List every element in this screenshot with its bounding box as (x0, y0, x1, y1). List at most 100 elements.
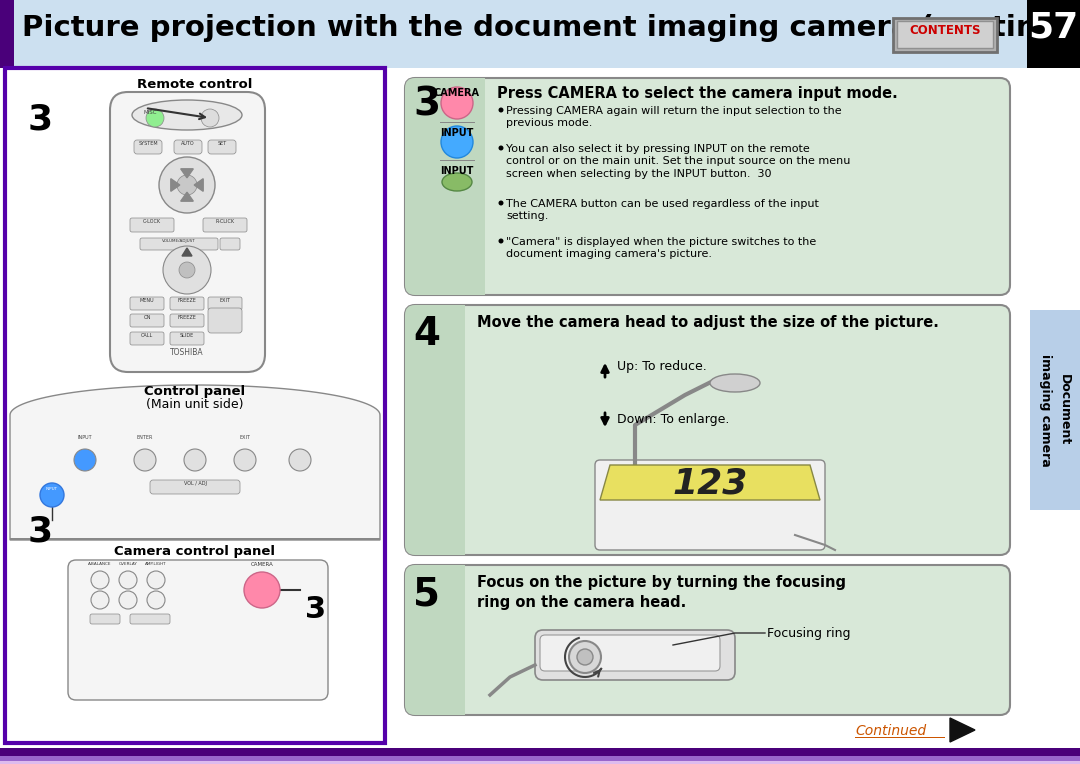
FancyBboxPatch shape (110, 92, 265, 372)
Text: R-CLICK: R-CLICK (215, 219, 234, 224)
Text: 57: 57 (1028, 10, 1078, 44)
Text: 5: 5 (414, 575, 441, 613)
Polygon shape (180, 193, 193, 201)
Bar (0, 761, 1080, 764)
Circle shape (159, 157, 215, 213)
Circle shape (119, 591, 137, 609)
Text: You can also select it by pressing INPUT on the remote
control or on the main un: You can also select it by pressing INPUT… (507, 144, 850, 179)
FancyBboxPatch shape (405, 78, 485, 295)
FancyBboxPatch shape (208, 308, 242, 333)
Circle shape (234, 449, 256, 471)
Circle shape (75, 449, 96, 471)
Ellipse shape (132, 100, 242, 130)
Text: C-LOCK: C-LOCK (143, 219, 161, 224)
Text: SYSTEM: SYSTEM (138, 141, 158, 146)
Text: MENU: MENU (139, 298, 154, 303)
FancyBboxPatch shape (90, 614, 120, 624)
Circle shape (244, 572, 280, 608)
FancyBboxPatch shape (220, 238, 240, 250)
FancyBboxPatch shape (130, 297, 164, 310)
Circle shape (441, 126, 473, 158)
FancyBboxPatch shape (174, 140, 202, 154)
FancyBboxPatch shape (130, 218, 174, 232)
Bar (435, 565, 465, 715)
Circle shape (179, 262, 195, 278)
Text: Control panel: Control panel (145, 385, 245, 398)
FancyBboxPatch shape (208, 140, 237, 154)
Circle shape (499, 108, 503, 112)
Text: ON: ON (144, 315, 151, 320)
Bar (445, 78, 485, 295)
Bar (440, 160, 475, 161)
Circle shape (201, 109, 219, 127)
Circle shape (163, 246, 211, 294)
Bar (435, 305, 465, 555)
FancyBboxPatch shape (535, 630, 735, 680)
Text: SET: SET (217, 141, 227, 146)
FancyBboxPatch shape (405, 565, 465, 715)
Text: FREEZE: FREEZE (177, 315, 197, 320)
FancyBboxPatch shape (405, 305, 1010, 555)
FancyBboxPatch shape (405, 565, 1010, 715)
FancyBboxPatch shape (150, 480, 240, 494)
Text: ring on the camera head.: ring on the camera head. (477, 595, 686, 610)
Circle shape (147, 571, 165, 589)
Circle shape (569, 641, 600, 673)
Ellipse shape (442, 173, 472, 191)
Text: A.BALANCE: A.BALANCE (89, 562, 111, 566)
Text: CAMERA: CAMERA (251, 562, 273, 567)
Text: VOLUME/ADJUST: VOLUME/ADJUST (162, 239, 195, 243)
FancyBboxPatch shape (170, 297, 204, 310)
Circle shape (147, 591, 165, 609)
Text: "Camera" is displayed when the picture switches to the
document imaging camera's: "Camera" is displayed when the picture s… (507, 237, 816, 260)
Circle shape (134, 449, 156, 471)
Circle shape (91, 571, 109, 589)
FancyBboxPatch shape (540, 635, 720, 671)
Text: Pressing CAMERA again will return the input selection to the
previous mode.: Pressing CAMERA again will return the in… (507, 106, 841, 128)
Bar (0, 0, 14, 68)
Bar (0, 68, 390, 748)
Text: ENTER: ENTER (137, 435, 153, 440)
Text: Press CAMERA to select the camera input mode.: Press CAMERA to select the camera input … (497, 86, 897, 101)
Polygon shape (171, 179, 179, 191)
FancyBboxPatch shape (130, 314, 164, 327)
Text: (Main unit side): (Main unit side) (146, 398, 244, 411)
FancyBboxPatch shape (595, 460, 825, 550)
Polygon shape (600, 465, 820, 500)
Polygon shape (183, 248, 192, 256)
Bar (5, 68, 384, 743)
Polygon shape (950, 718, 975, 742)
Circle shape (577, 649, 593, 665)
FancyBboxPatch shape (405, 305, 465, 555)
Text: Focusing ring: Focusing ring (767, 627, 851, 640)
Text: 3: 3 (305, 595, 326, 624)
Text: 3: 3 (28, 515, 53, 549)
Text: INPUT: INPUT (441, 166, 474, 176)
FancyBboxPatch shape (68, 560, 328, 700)
Bar (893, 18, 997, 52)
Bar (1027, 0, 1080, 68)
Circle shape (499, 238, 503, 244)
Bar (440, 122, 475, 123)
Text: Picture projection with the document imaging camera (continued): Picture projection with the document ima… (22, 14, 1080, 42)
Text: Camera control panel: Camera control panel (114, 545, 275, 558)
Polygon shape (10, 385, 380, 540)
FancyBboxPatch shape (170, 314, 204, 327)
Text: EXIT: EXIT (219, 298, 230, 303)
Text: Down: To enlarge.: Down: To enlarge. (617, 413, 729, 426)
Ellipse shape (710, 374, 760, 392)
Text: 3: 3 (28, 102, 53, 136)
Circle shape (289, 449, 311, 471)
Bar (0, 748, 1080, 756)
Circle shape (40, 483, 64, 507)
FancyBboxPatch shape (140, 238, 218, 250)
Text: CONTENTS: CONTENTS (909, 24, 981, 37)
Text: Focus on the picture by turning the focusing: Focus on the picture by turning the focu… (477, 575, 846, 590)
Text: Up: To reduce.: Up: To reduce. (617, 360, 706, 373)
FancyBboxPatch shape (208, 297, 242, 310)
Polygon shape (194, 179, 203, 191)
Text: AUTO: AUTO (181, 141, 194, 146)
FancyBboxPatch shape (170, 332, 204, 345)
Polygon shape (180, 169, 193, 178)
Text: 3: 3 (414, 86, 441, 124)
